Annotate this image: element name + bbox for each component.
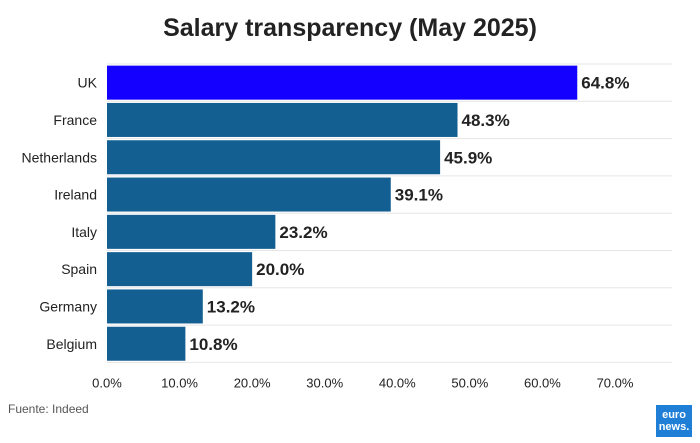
category-label: France	[53, 112, 97, 128]
data-label: 10.8%	[189, 335, 237, 354]
category-label: Italy	[71, 224, 97, 240]
category-label: Ireland	[54, 187, 97, 203]
category-label: Belgium	[46, 336, 97, 352]
bar-uk	[107, 65, 578, 100]
bar-france	[107, 102, 458, 137]
bar-germany	[107, 289, 203, 324]
x-tick-label: 30.0%	[306, 375, 343, 390]
bar-italy	[107, 214, 276, 249]
x-tick-label: 50.0%	[451, 375, 488, 390]
euronews-logo[interactable]: euro news.	[656, 405, 692, 437]
chart-title: Salary transparency (May 2025)	[163, 14, 537, 42]
logo-line-1: euro	[662, 409, 686, 421]
data-label: 13.2%	[207, 297, 255, 316]
category-label: Netherlands	[22, 149, 98, 165]
bar-belgium	[107, 326, 186, 361]
bar-spain	[107, 252, 253, 287]
bar-ireland	[107, 177, 391, 212]
x-tick-label: 70.0%	[597, 375, 634, 390]
x-tick-label: 10.0%	[161, 375, 198, 390]
bar-netherlands	[107, 140, 441, 175]
x-tick-label: 60.0%	[524, 375, 561, 390]
data-label: 45.9%	[444, 148, 492, 167]
x-tick-label: 40.0%	[379, 375, 416, 390]
data-label: 23.2%	[279, 223, 327, 242]
data-label: 39.1%	[395, 186, 443, 205]
source-note: Fuente: Indeed	[8, 402, 89, 416]
x-tick-label: 20.0%	[234, 375, 271, 390]
logo-line-2: news.	[658, 421, 690, 433]
data-label: 20.0%	[256, 260, 304, 279]
category-label: Germany	[39, 298, 97, 314]
category-label: UK	[78, 75, 98, 91]
data-label: 64.8%	[581, 74, 629, 93]
x-tick-label: 0.0%	[92, 375, 122, 390]
data-label: 48.3%	[462, 111, 510, 130]
category-label: Spain	[61, 261, 97, 277]
